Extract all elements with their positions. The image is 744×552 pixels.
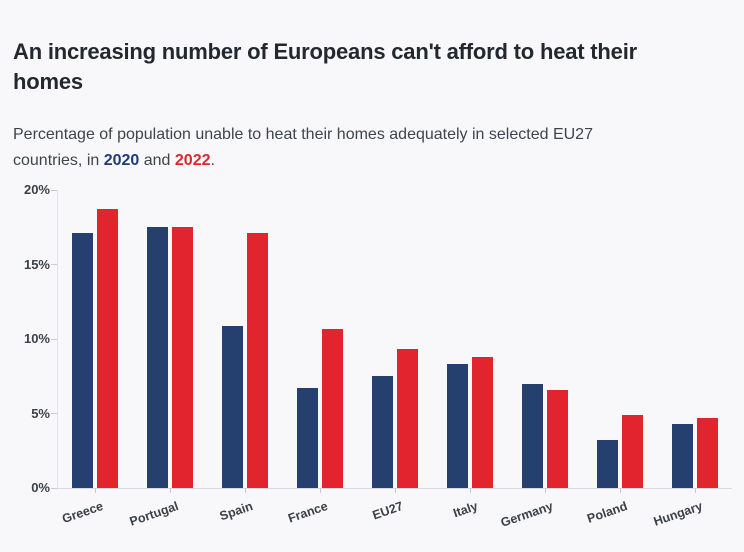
y-axis-tick-mark-5	[51, 413, 57, 414]
bar-eu27-2020	[372, 376, 393, 488]
y-axis-tick-label-0: 0%	[31, 480, 50, 495]
y-axis-tick-mark-10	[51, 338, 57, 340]
bar-hungary-2022	[696, 417, 718, 488]
bar-spain-2020	[222, 325, 244, 488]
x-axis-label-italy: Italy	[451, 499, 480, 521]
page-title: An increasing number of Europeans can't …	[13, 38, 637, 94]
x-axis-tick-mark-hungary	[694, 488, 696, 493]
x-axis-label-eu27: EU27	[370, 499, 405, 523]
bar-france-2020	[297, 388, 319, 488]
x-axis-label-france: France	[286, 499, 330, 526]
bar-group-hungary	[657, 190, 732, 488]
x-axis-labels: Greece Portugal Spain France EU27 Italy German…	[57, 492, 731, 547]
bar-portugal-2020	[147, 227, 169, 488]
x-axis-tick-mark-poland	[619, 488, 621, 493]
subtitle-year-2022: 2022	[174, 152, 211, 169]
bar-groups	[58, 190, 732, 488]
bar-group-greece	[58, 190, 133, 488]
bar-group-germany	[507, 190, 582, 488]
x-axis-label-germany: Germany	[498, 499, 555, 530]
bar-group-eu27	[358, 190, 433, 488]
plot-area	[51, 189, 732, 493]
bar-group-france	[283, 190, 358, 488]
subtitle-text-after: .	[210, 152, 215, 169]
y-axis-tick-label-15: 15%	[23, 256, 50, 272]
x-axis-label-spain: Spain	[218, 499, 255, 524]
x-axis-tick-mark-portugal	[170, 488, 172, 493]
x-axis-tick-mark-eu27	[395, 488, 396, 493]
bar-group-spain	[208, 190, 283, 488]
bar-greece-2020	[72, 233, 94, 488]
x-axis-label-portugal: Portugal	[127, 499, 180, 529]
bar-germany-2022	[546, 389, 568, 488]
y-axis-tick-mark-15	[51, 264, 57, 265]
bar-group-poland	[582, 190, 657, 488]
y-axis-tick-label-10: 10%	[23, 331, 50, 346]
bar-portugal-2022	[172, 227, 194, 488]
bar-poland-2022	[621, 415, 643, 488]
subtitle-text-middle: and	[139, 152, 175, 169]
y-axis-tick-label-20: 20%	[23, 182, 50, 197]
subtitle-year-2020: 2020	[103, 152, 140, 169]
bar-germany-2020	[521, 383, 543, 488]
x-axis-tick-mark-italy	[469, 488, 471, 493]
bar-italy-2022	[471, 356, 493, 488]
x-axis-tick-mark-france	[320, 488, 322, 493]
y-axis-tick-label-5: 5%	[31, 405, 50, 421]
y-axis-tick-mark-0	[51, 487, 57, 489]
subtitle-text-before: Percentage of population unable to heat …	[13, 126, 593, 169]
y-axis: 0% 5% 10% 15% 20%	[0, 182, 50, 495]
bar-hungary-2020	[671, 423, 693, 488]
x-axis-label-greece: Greece	[60, 499, 106, 527]
x-axis-label-hungary: Hungary	[651, 499, 705, 529]
bar-poland-2020	[596, 440, 618, 488]
bar-group-portugal	[133, 190, 208, 488]
y-axis-tick-mark-20	[51, 189, 57, 191]
x-axis-tick-mark-greece	[95, 488, 97, 493]
bar-group-italy	[432, 190, 507, 488]
x-axis-tick-mark-spain	[245, 488, 247, 493]
x-axis-tick-mark-germany	[544, 488, 546, 493]
bar-greece-2022	[97, 209, 119, 488]
bar-france-2022	[322, 328, 344, 488]
x-axis-label-poland: Poland	[585, 499, 630, 526]
bar-italy-2020	[446, 364, 468, 488]
chart-subtitle: Percentage of population unable to heat …	[13, 122, 645, 174]
bar-spain-2022	[247, 233, 269, 488]
bar-eu27-2022	[397, 349, 418, 488]
